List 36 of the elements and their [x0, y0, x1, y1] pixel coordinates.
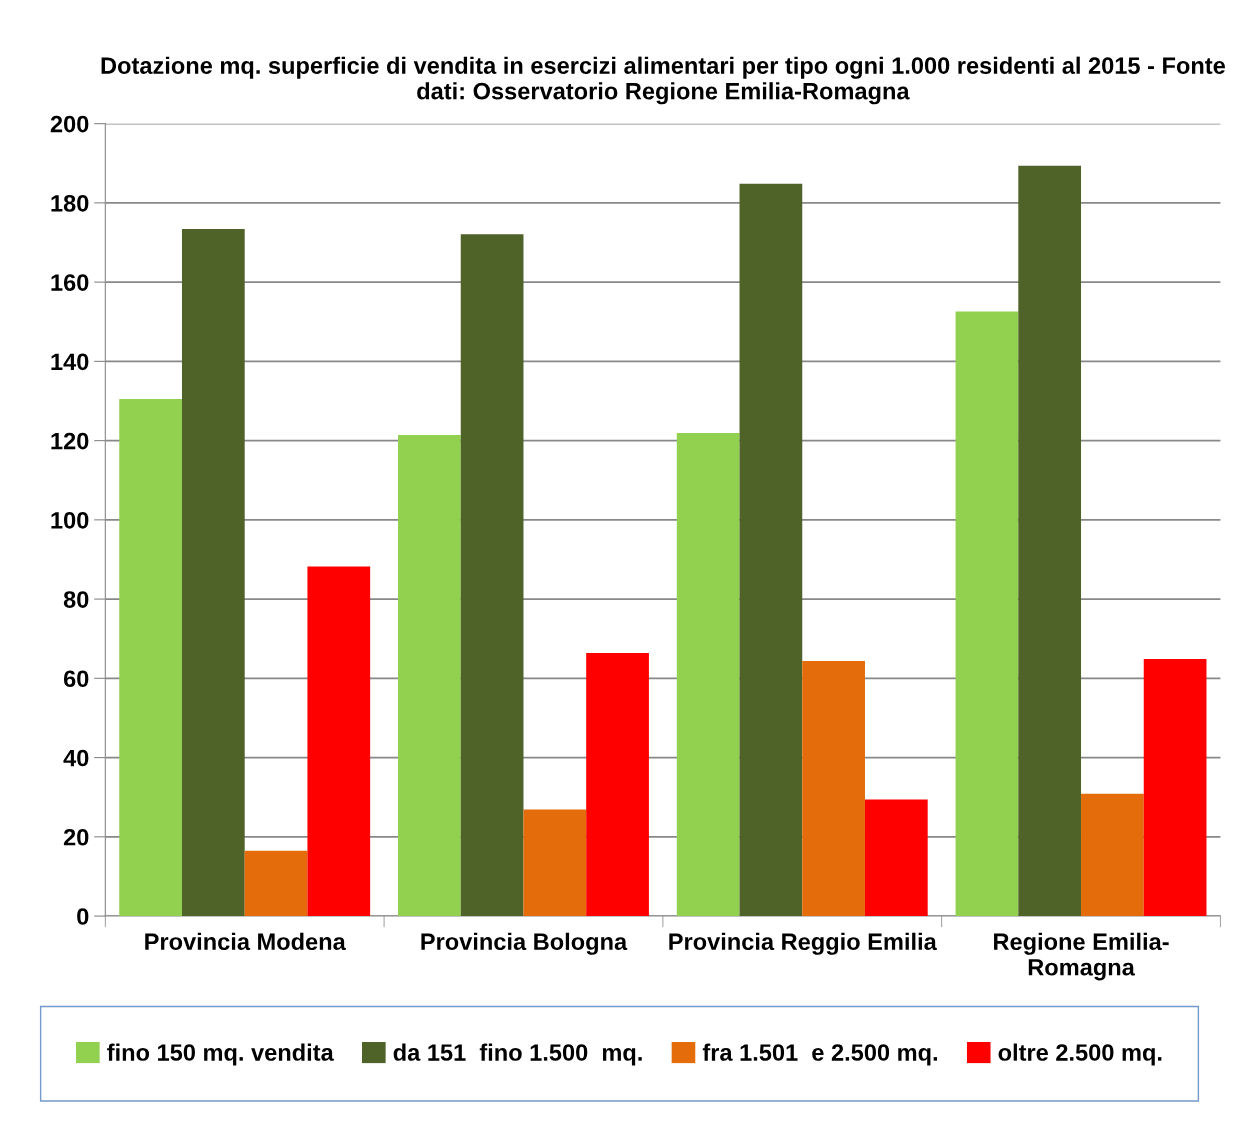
- bar: [739, 183, 803, 917]
- y-tick-label: 200: [50, 115, 89, 133]
- bar: [181, 229, 245, 917]
- y-tick-label: 80: [63, 591, 89, 608]
- y-tick-label: 140: [51, 353, 89, 371]
- legend-label: da 151 fino 1.500 mq.: [393, 1043, 642, 1066]
- legend-label: fino 150 mq. vendita: [107, 1043, 334, 1066]
- bar: [398, 435, 461, 917]
- y-tick-label: 40: [63, 749, 89, 767]
- bar: [244, 850, 308, 917]
- legend-label: fra 1.501 e 2.500 mq.: [702, 1043, 937, 1066]
- y-tick-label: 120: [51, 432, 89, 450]
- bar: [1018, 165, 1082, 917]
- y-tick-label: 0: [77, 908, 89, 925]
- bar: [460, 234, 524, 917]
- x-tick-label: Provincia Reggio Emilia: [669, 932, 937, 955]
- y-tick-label: 100: [51, 511, 89, 529]
- legend-label: oltre 2.500 mq.: [998, 1043, 1162, 1066]
- bar: [802, 660, 865, 917]
- bar: [676, 433, 740, 917]
- bar: [864, 799, 928, 917]
- y-tick-label: 160: [51, 274, 89, 291]
- chart-title: Dotazione mq. superficie di vendita in esercizi alimentari per tipo ogni 1.000 residenti al 2015 - Fonte dati: Osservatorio Regione Emilia-Romagna: [101, 56, 1225, 105]
- bar: [1143, 658, 1207, 917]
- bar: [523, 809, 587, 917]
- bar: [307, 566, 371, 917]
- bar: [1081, 793, 1144, 917]
- bar: [586, 652, 649, 917]
- y-tick-label: 20: [63, 828, 89, 846]
- bar: [119, 399, 182, 917]
- x-tick-label: Regione Emilia- Romagna: [994, 932, 1169, 981]
- y-tick-label: 180: [51, 194, 89, 212]
- x-tick-label: Provincia Modena: [145, 932, 346, 951]
- bar: [955, 311, 1019, 917]
- x-tick-label: Provincia Bologna: [421, 932, 628, 955]
- y-tick-label: 60: [63, 670, 89, 688]
